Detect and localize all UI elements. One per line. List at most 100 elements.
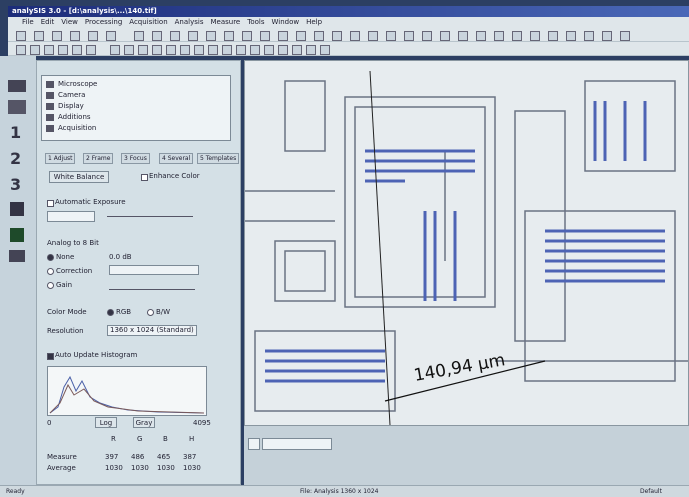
lock-icon[interactable] [10,202,24,216]
toolbar-button[interactable] [512,31,522,41]
toolbar-button[interactable] [530,31,540,41]
tree-item[interactable]: Additions [58,113,91,121]
menu-item[interactable]: Tools [247,18,265,26]
toolbar-button[interactable] [368,31,378,41]
toolbar-button[interactable] [386,31,396,41]
toolbar-button[interactable] [222,45,232,55]
gray-button[interactable]: Gray [133,417,155,428]
menu-item[interactable]: Window [271,18,300,26]
toolbar-button[interactable] [242,31,252,41]
toolbar-button[interactable] [34,31,44,41]
radio[interactable] [107,309,114,316]
toolbar-button[interactable] [52,31,62,41]
toolbar-button[interactable] [180,45,190,55]
toolbar-button[interactable] [70,31,80,41]
toolbar-button[interactable] [458,31,468,41]
toolbar-button[interactable] [86,45,96,55]
radio[interactable] [147,309,154,316]
toolbar-button[interactable] [404,31,414,41]
small-button[interactable] [248,438,260,450]
toolbar-button[interactable] [44,45,54,55]
white-balance-button[interactable]: White Balance [49,171,109,183]
toolbar-button[interactable] [152,31,162,41]
toolbar-button[interactable] [350,31,360,41]
toolbar-button[interactable] [620,31,630,41]
toolbar-button[interactable] [494,31,504,41]
checkbox[interactable] [47,353,54,360]
toolbar-button[interactable] [88,31,98,41]
icon-3[interactable]: 3 [10,175,21,194]
toolbar-button[interactable] [548,31,558,41]
tree-item[interactable]: Acquisition [58,124,97,132]
slider[interactable] [107,216,193,217]
log-button[interactable]: Log [95,417,117,428]
tab[interactable]: 3 Focus [121,153,150,164]
radio[interactable] [47,282,54,289]
toolbar-button[interactable] [306,45,316,55]
tree-item[interactable]: Camera [58,91,86,99]
input[interactable] [262,438,332,450]
toolbar-button[interactable] [170,31,180,41]
toolbar-button[interactable] [208,45,218,55]
toolbar-button[interactable] [152,45,162,55]
checkbox[interactable] [141,174,148,181]
toolbar-button[interactable] [224,31,234,41]
save-icon[interactable] [10,228,24,242]
tab[interactable]: 2 Frame [83,153,114,164]
toolbar-button[interactable] [332,31,342,41]
tree-item[interactable]: Display [58,102,84,110]
tab[interactable]: 1 Adjust [45,153,76,164]
toolbar-button[interactable] [314,31,324,41]
menu-item[interactable]: Analysis [174,18,204,26]
toolbar-button[interactable] [602,31,612,41]
toolbar-button[interactable] [72,45,82,55]
input[interactable] [47,211,95,222]
dropdown[interactable]: 1360 x 1024 (Standard) [107,325,197,336]
print-icon[interactable] [9,250,25,262]
toolbar-button[interactable] [16,45,26,55]
toolbar-button[interactable] [440,31,450,41]
radio[interactable] [47,268,54,275]
toolbar-button[interactable] [194,45,204,55]
toolbar-button[interactable] [166,45,176,55]
slider[interactable] [109,289,195,290]
radio[interactable] [47,254,54,261]
toolbar-button[interactable] [30,45,40,55]
toolbar-button[interactable] [124,45,134,55]
toolbar-button[interactable] [134,31,144,41]
icon-2[interactable]: 2 [10,149,21,168]
toolbar-button[interactable] [260,31,270,41]
input[interactable] [109,265,199,275]
toolbar-button[interactable] [584,31,594,41]
menu-item[interactable]: Edit [40,18,55,26]
camera-icon[interactable] [8,100,26,114]
toolbar-button[interactable] [138,45,148,55]
toolbar-button[interactable] [278,31,288,41]
toolbar-button[interactable] [16,31,26,41]
toolbar-button[interactable] [566,31,576,41]
toolbar-button[interactable] [206,31,216,41]
toolbar-button[interactable] [236,45,246,55]
icon-1[interactable]: 1 [10,123,21,142]
toolbar-button[interactable] [422,31,432,41]
menu-item[interactable]: Processing [84,18,123,26]
menu-item[interactable]: Acquisition [129,18,168,26]
menu-item[interactable]: File [22,18,34,26]
menu-item[interactable]: Measure [210,18,241,26]
menu-item[interactable]: Help [306,18,323,26]
toolbar-button[interactable] [188,31,198,41]
toolbar-button[interactable] [476,31,486,41]
menu-item[interactable]: View [61,18,78,26]
toolbar-button[interactable] [296,31,306,41]
toolbar-button[interactable] [292,45,302,55]
tree-item[interactable]: Microscope [58,80,98,88]
toolbar-button[interactable] [250,45,260,55]
toolbar-button[interactable] [110,45,120,55]
camera-icon[interactable] [8,80,26,92]
toolbar-button[interactable] [106,31,116,41]
tab[interactable]: 5 Templates [197,153,240,164]
toolbar-button[interactable] [320,45,330,55]
toolbar-button[interactable] [264,45,274,55]
toolbar-button[interactable] [58,45,68,55]
toolbar-button[interactable] [278,45,288,55]
